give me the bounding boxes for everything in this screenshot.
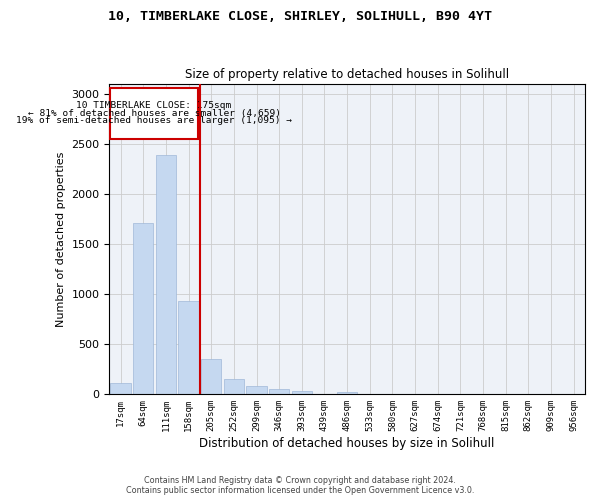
Text: 10 TIMBERLAKE CLOSE: 175sqm: 10 TIMBERLAKE CLOSE: 175sqm [76, 101, 232, 110]
Bar [201, 359, 221, 394]
Bar [133, 223, 154, 394]
X-axis label: Distribution of detached houses by size in Solihull: Distribution of detached houses by size … [199, 437, 495, 450]
Bar [110, 88, 197, 138]
Text: 10, TIMBERLAKE CLOSE, SHIRLEY, SOLIHULL, B90 4YT: 10, TIMBERLAKE CLOSE, SHIRLEY, SOLIHULL,… [108, 10, 492, 23]
Bar [156, 154, 176, 394]
Bar [269, 389, 289, 394]
Bar [292, 391, 312, 394]
Bar [178, 301, 199, 394]
Title: Size of property relative to detached houses in Solihull: Size of property relative to detached ho… [185, 68, 509, 81]
Bar [247, 386, 267, 394]
Bar [224, 380, 244, 394]
Bar [110, 383, 131, 394]
Text: ← 81% of detached houses are smaller (4,659): ← 81% of detached houses are smaller (4,… [28, 108, 281, 118]
Y-axis label: Number of detached properties: Number of detached properties [56, 152, 66, 326]
Bar [337, 392, 358, 394]
Text: Contains HM Land Registry data © Crown copyright and database right 2024.
Contai: Contains HM Land Registry data © Crown c… [126, 476, 474, 495]
Text: 19% of semi-detached houses are larger (1,095) →: 19% of semi-detached houses are larger (… [16, 116, 292, 125]
